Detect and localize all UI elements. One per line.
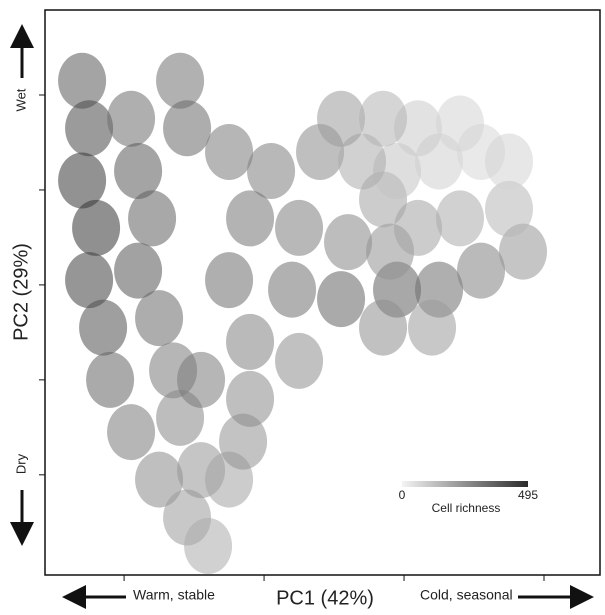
annotation-warm: Warm, stable: [133, 587, 215, 603]
point: [436, 95, 485, 152]
point: [226, 370, 275, 427]
point: [177, 351, 226, 408]
point: [268, 261, 317, 318]
point: [205, 252, 254, 309]
point: [226, 313, 275, 370]
y-axis-label: PC2 (29%): [10, 243, 32, 341]
point: [338, 133, 387, 190]
annotation-dry: Dry: [13, 453, 28, 474]
point: [457, 242, 506, 299]
colorbar-min: 0: [399, 488, 406, 502]
point: [184, 518, 233, 575]
point: [247, 142, 296, 199]
point: [317, 271, 366, 328]
annotation-cold: Cold, seasonal: [420, 587, 513, 603]
point: [58, 152, 107, 209]
point: [226, 190, 275, 247]
point: [128, 190, 177, 247]
point: [135, 451, 184, 508]
point: [205, 123, 254, 180]
point: [135, 290, 184, 347]
point: [72, 199, 121, 256]
point: [324, 214, 373, 271]
point: [65, 100, 114, 157]
x-axis-label: PC1 (42%): [276, 587, 374, 609]
point: [65, 252, 114, 309]
point-cloud: [58, 52, 548, 575]
point: [86, 351, 135, 408]
point: [317, 90, 366, 147]
point: [114, 242, 163, 299]
colorbar: [402, 481, 528, 487]
point: [359, 299, 408, 356]
point: [436, 190, 485, 247]
point: [394, 199, 443, 256]
point: [107, 404, 156, 461]
point: [163, 100, 212, 157]
point: [408, 299, 457, 356]
point: [275, 332, 324, 389]
point: [58, 52, 107, 109]
point: [359, 90, 408, 147]
point: [79, 299, 128, 356]
point: [485, 180, 534, 237]
plot-frame: [44, 9, 601, 576]
point: [499, 223, 548, 280]
point: [219, 413, 268, 470]
point: [485, 133, 534, 190]
point: [107, 90, 156, 147]
point: [156, 52, 205, 109]
annotation-wet: Wet: [13, 88, 28, 111]
point: [114, 142, 163, 199]
colorbar-max: 495: [518, 488, 538, 502]
colorbar-title: Cell richness: [432, 501, 501, 515]
point: [275, 199, 324, 256]
